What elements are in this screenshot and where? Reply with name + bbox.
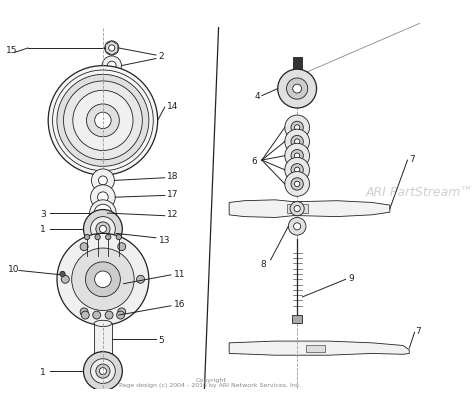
Circle shape xyxy=(80,308,88,316)
Text: ARI PartStream™: ARI PartStream™ xyxy=(366,185,474,198)
Bar xyxy=(293,58,301,82)
Circle shape xyxy=(117,311,125,319)
Circle shape xyxy=(72,249,134,311)
Circle shape xyxy=(64,82,142,160)
Circle shape xyxy=(102,57,121,76)
Circle shape xyxy=(95,113,111,129)
Circle shape xyxy=(106,235,111,240)
Bar xyxy=(94,324,112,355)
Circle shape xyxy=(100,226,107,233)
Text: Copyright: Copyright xyxy=(195,377,226,382)
Text: 13: 13 xyxy=(158,235,170,244)
Text: 14: 14 xyxy=(167,102,179,111)
Circle shape xyxy=(91,359,115,384)
Text: 7: 7 xyxy=(415,326,421,335)
Circle shape xyxy=(294,140,300,145)
Circle shape xyxy=(86,104,119,138)
Circle shape xyxy=(137,275,145,284)
Text: Page design (c) 2004 - 2016 by ARI Network Services, Inc.: Page design (c) 2004 - 2016 by ARI Netwo… xyxy=(119,382,302,387)
Circle shape xyxy=(90,200,116,227)
Circle shape xyxy=(290,202,304,216)
Circle shape xyxy=(91,217,115,242)
Text: 11: 11 xyxy=(173,269,185,278)
Circle shape xyxy=(98,192,108,203)
Bar xyxy=(292,315,302,324)
Circle shape xyxy=(108,45,115,52)
Circle shape xyxy=(285,158,310,183)
Circle shape xyxy=(294,126,300,131)
Circle shape xyxy=(291,164,303,176)
Text: 18: 18 xyxy=(167,172,179,181)
Text: 1: 1 xyxy=(40,367,46,376)
Circle shape xyxy=(293,223,301,230)
Circle shape xyxy=(291,122,303,134)
Circle shape xyxy=(285,172,310,197)
Text: 3: 3 xyxy=(40,209,46,218)
Circle shape xyxy=(278,70,317,109)
Text: 7: 7 xyxy=(409,154,415,164)
Circle shape xyxy=(105,42,119,56)
Circle shape xyxy=(99,176,107,185)
Text: 12: 12 xyxy=(167,210,179,219)
Ellipse shape xyxy=(94,320,112,327)
Circle shape xyxy=(100,368,107,375)
Text: 1: 1 xyxy=(40,225,46,234)
Circle shape xyxy=(118,243,126,251)
Text: 6: 6 xyxy=(252,156,257,165)
Polygon shape xyxy=(287,205,308,214)
Circle shape xyxy=(105,311,113,319)
Circle shape xyxy=(94,205,112,222)
Circle shape xyxy=(291,136,303,148)
Circle shape xyxy=(96,364,110,378)
Polygon shape xyxy=(229,341,409,355)
Circle shape xyxy=(287,79,308,100)
Text: 4: 4 xyxy=(255,92,260,101)
Circle shape xyxy=(80,243,88,251)
Text: 16: 16 xyxy=(173,300,185,309)
Text: 15: 15 xyxy=(6,46,18,55)
Polygon shape xyxy=(229,200,390,218)
Circle shape xyxy=(294,206,300,212)
Polygon shape xyxy=(106,42,118,56)
Circle shape xyxy=(95,235,100,240)
Circle shape xyxy=(116,235,121,240)
Circle shape xyxy=(107,62,116,71)
Circle shape xyxy=(95,271,111,288)
Circle shape xyxy=(109,46,115,52)
Text: 5: 5 xyxy=(158,335,164,344)
Circle shape xyxy=(294,182,300,187)
Text: 9: 9 xyxy=(348,273,354,282)
Ellipse shape xyxy=(94,352,112,358)
Circle shape xyxy=(48,66,158,176)
Circle shape xyxy=(84,235,90,240)
Circle shape xyxy=(83,210,122,249)
Circle shape xyxy=(57,75,149,167)
Circle shape xyxy=(83,352,122,391)
Circle shape xyxy=(57,234,149,325)
Circle shape xyxy=(285,130,310,154)
Circle shape xyxy=(285,116,310,140)
Circle shape xyxy=(294,168,300,173)
Text: 17: 17 xyxy=(167,190,179,199)
Circle shape xyxy=(85,262,120,297)
Text: 2: 2 xyxy=(158,51,164,60)
Text: 10: 10 xyxy=(9,265,20,273)
Circle shape xyxy=(293,85,301,94)
Circle shape xyxy=(60,272,65,277)
Circle shape xyxy=(96,222,110,237)
Circle shape xyxy=(73,91,133,151)
Bar xyxy=(306,345,325,352)
Circle shape xyxy=(288,218,306,235)
Circle shape xyxy=(91,169,114,192)
Circle shape xyxy=(118,308,126,316)
Circle shape xyxy=(291,178,303,191)
Circle shape xyxy=(93,311,100,319)
Text: 8: 8 xyxy=(261,259,266,268)
Circle shape xyxy=(91,185,115,210)
Circle shape xyxy=(294,154,300,159)
Circle shape xyxy=(291,150,303,162)
Circle shape xyxy=(285,144,310,169)
Circle shape xyxy=(81,311,89,319)
Circle shape xyxy=(61,275,69,284)
